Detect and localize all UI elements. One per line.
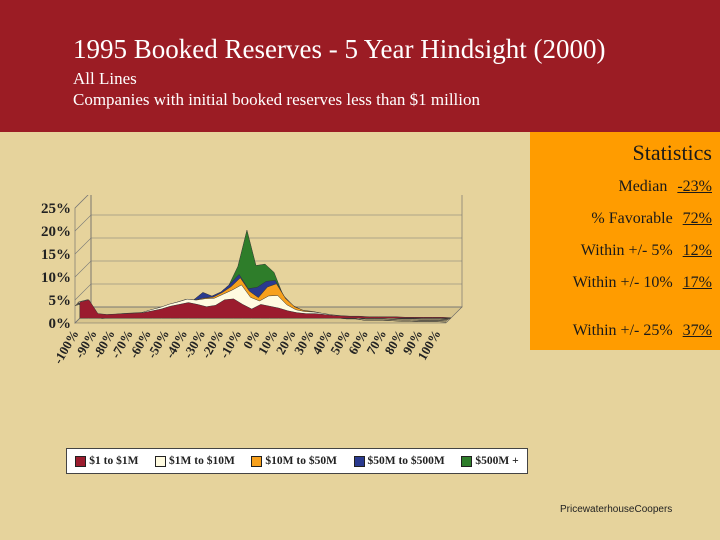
legend-swatch [353, 455, 365, 467]
title-banner: 1995 Booked Reserves - 5 Year Hindsight … [0, 0, 720, 132]
area-series [79, 298, 452, 319]
legend-swatch [155, 455, 167, 467]
stat-within-5: Within +/- 5% 12% [581, 242, 712, 260]
y-tick-label: 10% [41, 270, 71, 286]
legend-item: $1 to $1M [75, 455, 138, 467]
gridline [74, 237, 462, 255]
stacked-area-chart: 0%5%10%15%20%25%-100%-90%-80%-70%-60%-50… [41, 195, 463, 366]
chart-legend: $1 to $1M $1M to $10M $10M to $50M $50M … [66, 448, 528, 474]
statistics-title: Statistics [632, 140, 712, 165]
stat-median: Median -23% [618, 178, 712, 196]
gridline [74, 283, 462, 301]
stat-label: Within +/- 25% [572, 322, 673, 339]
stat-within-25: Within +/- 25% 37% [573, 322, 712, 340]
legend-item: $1M to $10M [155, 455, 235, 467]
stat-value: 37% [682, 322, 712, 339]
y-tick-label: 20% [41, 224, 71, 240]
statistics-panel: Statistics [530, 132, 720, 350]
y-tick-label: 5% [49, 293, 72, 309]
legend-item: $50M to $500M [353, 455, 445, 467]
stat-label: Within +/- 5% [580, 242, 673, 259]
subtitle-line-2: Companies with initial booked reserves l… [73, 90, 480, 109]
legend-swatch [461, 455, 473, 467]
stat-value: 17% [682, 274, 712, 291]
stat-label: % Favorable [591, 210, 673, 227]
stat-within-10: Within +/- 10% 17% [573, 274, 712, 292]
stat-value: 72% [682, 210, 712, 227]
legend-item: $500M + [461, 455, 519, 467]
stat-label: Median [618, 178, 668, 195]
y-tick-label: 15% [41, 247, 71, 263]
legend-swatch [251, 455, 263, 467]
stat-label: Within +/- 10% [572, 274, 673, 291]
gridline [74, 195, 89, 209]
gridline [74, 214, 462, 232]
y-tick-label: 25% [41, 201, 71, 217]
stat-favorable: % Favorable 72% [591, 210, 712, 228]
gridline [74, 260, 462, 278]
y-tick-label: 0% [49, 316, 72, 332]
stat-value: -23% [677, 178, 712, 195]
legend-item: $10M to $50M [251, 455, 337, 467]
stat-value: 12% [682, 242, 712, 259]
subtitle-line-1: All Lines [73, 69, 137, 88]
page-title: 1995 Booked Reserves - 5 Year Hindsight … [73, 34, 606, 64]
legend-swatch [75, 455, 87, 467]
footer-brand: PricewaterhouseCoopers [560, 504, 673, 515]
